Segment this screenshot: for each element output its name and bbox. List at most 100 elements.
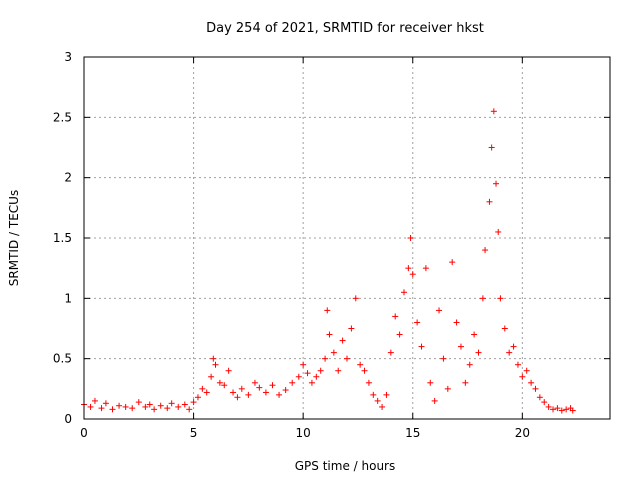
data-point bbox=[122, 403, 129, 410]
data-point bbox=[405, 265, 412, 272]
data-point bbox=[379, 403, 386, 410]
data-point bbox=[361, 367, 368, 374]
y-axis-label: SRMTID / TECUs bbox=[7, 190, 21, 286]
data-point bbox=[186, 406, 193, 413]
data-point bbox=[357, 361, 364, 368]
data-point bbox=[262, 389, 269, 396]
x-tick-label: 0 bbox=[80, 426, 88, 440]
data-point bbox=[181, 401, 188, 408]
plot-frame bbox=[83, 56, 611, 420]
data-point bbox=[142, 403, 149, 410]
data-point bbox=[490, 108, 497, 115]
data-point bbox=[335, 367, 342, 374]
data-point bbox=[407, 235, 414, 241]
data-point bbox=[164, 405, 171, 412]
data-point bbox=[436, 307, 443, 314]
data-point bbox=[414, 319, 421, 326]
data-point bbox=[289, 379, 296, 386]
x-axis-label: GPS time / hours bbox=[295, 459, 396, 473]
x-tick-label: 15 bbox=[405, 426, 420, 440]
data-point bbox=[554, 405, 561, 412]
data-point bbox=[510, 343, 517, 350]
data-point bbox=[324, 307, 331, 314]
y-tick-label: 0 bbox=[64, 412, 72, 426]
data-point bbox=[304, 370, 311, 377]
data-point bbox=[308, 379, 315, 386]
data-point bbox=[251, 379, 258, 386]
data-point bbox=[418, 343, 425, 350]
data-point bbox=[87, 403, 94, 410]
data-point bbox=[569, 407, 576, 414]
data-point bbox=[190, 399, 197, 406]
y-tick-label: 1 bbox=[64, 291, 72, 305]
data-point bbox=[168, 400, 175, 407]
x-tick-label: 10 bbox=[296, 426, 311, 440]
data-point bbox=[151, 406, 158, 413]
data-point bbox=[210, 355, 217, 362]
data-point bbox=[317, 367, 324, 374]
data-point bbox=[374, 397, 381, 404]
data-point bbox=[348, 325, 355, 332]
data-point bbox=[475, 349, 482, 356]
axis-ticks: 0 5 10 15 20 0 0.5 1 1.5 2 2.5 3 bbox=[53, 50, 610, 440]
data-point bbox=[234, 394, 241, 401]
data-point bbox=[563, 406, 570, 413]
data-point bbox=[383, 391, 390, 398]
data-point bbox=[493, 180, 500, 187]
data-point bbox=[322, 355, 329, 362]
data-point bbox=[528, 379, 535, 386]
y-tick-label: 2 bbox=[64, 171, 72, 185]
data-point bbox=[431, 397, 438, 404]
x-tick-label: 5 bbox=[190, 426, 198, 440]
data-point bbox=[422, 265, 429, 272]
data-points bbox=[81, 108, 576, 414]
data-point bbox=[392, 313, 399, 320]
data-point bbox=[330, 349, 337, 356]
data-point bbox=[245, 391, 252, 398]
data-point bbox=[208, 373, 215, 380]
data-point bbox=[146, 401, 153, 408]
data-point bbox=[300, 361, 307, 368]
data-point bbox=[532, 385, 539, 392]
data-point bbox=[216, 379, 223, 386]
data-point bbox=[409, 271, 416, 278]
data-point bbox=[444, 385, 451, 392]
data-point bbox=[545, 403, 552, 410]
data-point bbox=[550, 406, 557, 413]
data-point bbox=[466, 361, 473, 368]
grid-layer bbox=[84, 57, 610, 419]
data-point bbox=[495, 228, 502, 235]
data-point bbox=[129, 405, 136, 412]
data-point bbox=[453, 319, 460, 326]
data-point bbox=[365, 379, 372, 386]
data-point bbox=[479, 295, 486, 302]
data-point bbox=[400, 289, 407, 296]
data-point bbox=[396, 331, 403, 338]
data-point bbox=[449, 259, 456, 266]
data-point bbox=[238, 385, 245, 392]
data-point bbox=[506, 349, 513, 356]
data-point bbox=[462, 379, 469, 386]
data-point bbox=[482, 247, 489, 254]
data-point bbox=[514, 361, 521, 368]
data-point bbox=[440, 355, 447, 362]
data-point bbox=[199, 385, 206, 392]
data-point bbox=[157, 402, 164, 409]
data-point bbox=[109, 406, 116, 413]
data-point bbox=[387, 349, 394, 356]
data-point bbox=[501, 325, 508, 332]
data-point bbox=[523, 367, 530, 374]
data-point bbox=[175, 403, 182, 410]
y-tick-label: 3 bbox=[64, 50, 72, 64]
data-point bbox=[519, 373, 526, 380]
data-point bbox=[269, 382, 276, 389]
data-point bbox=[225, 367, 232, 374]
data-point bbox=[212, 361, 219, 368]
data-point bbox=[558, 407, 565, 414]
y-tick-label: 2.5 bbox=[53, 110, 72, 124]
data-point bbox=[370, 391, 377, 398]
data-point bbox=[326, 331, 333, 338]
data-point bbox=[135, 399, 142, 406]
y-tick-label: 0.5 bbox=[53, 352, 72, 366]
data-point bbox=[230, 389, 237, 396]
